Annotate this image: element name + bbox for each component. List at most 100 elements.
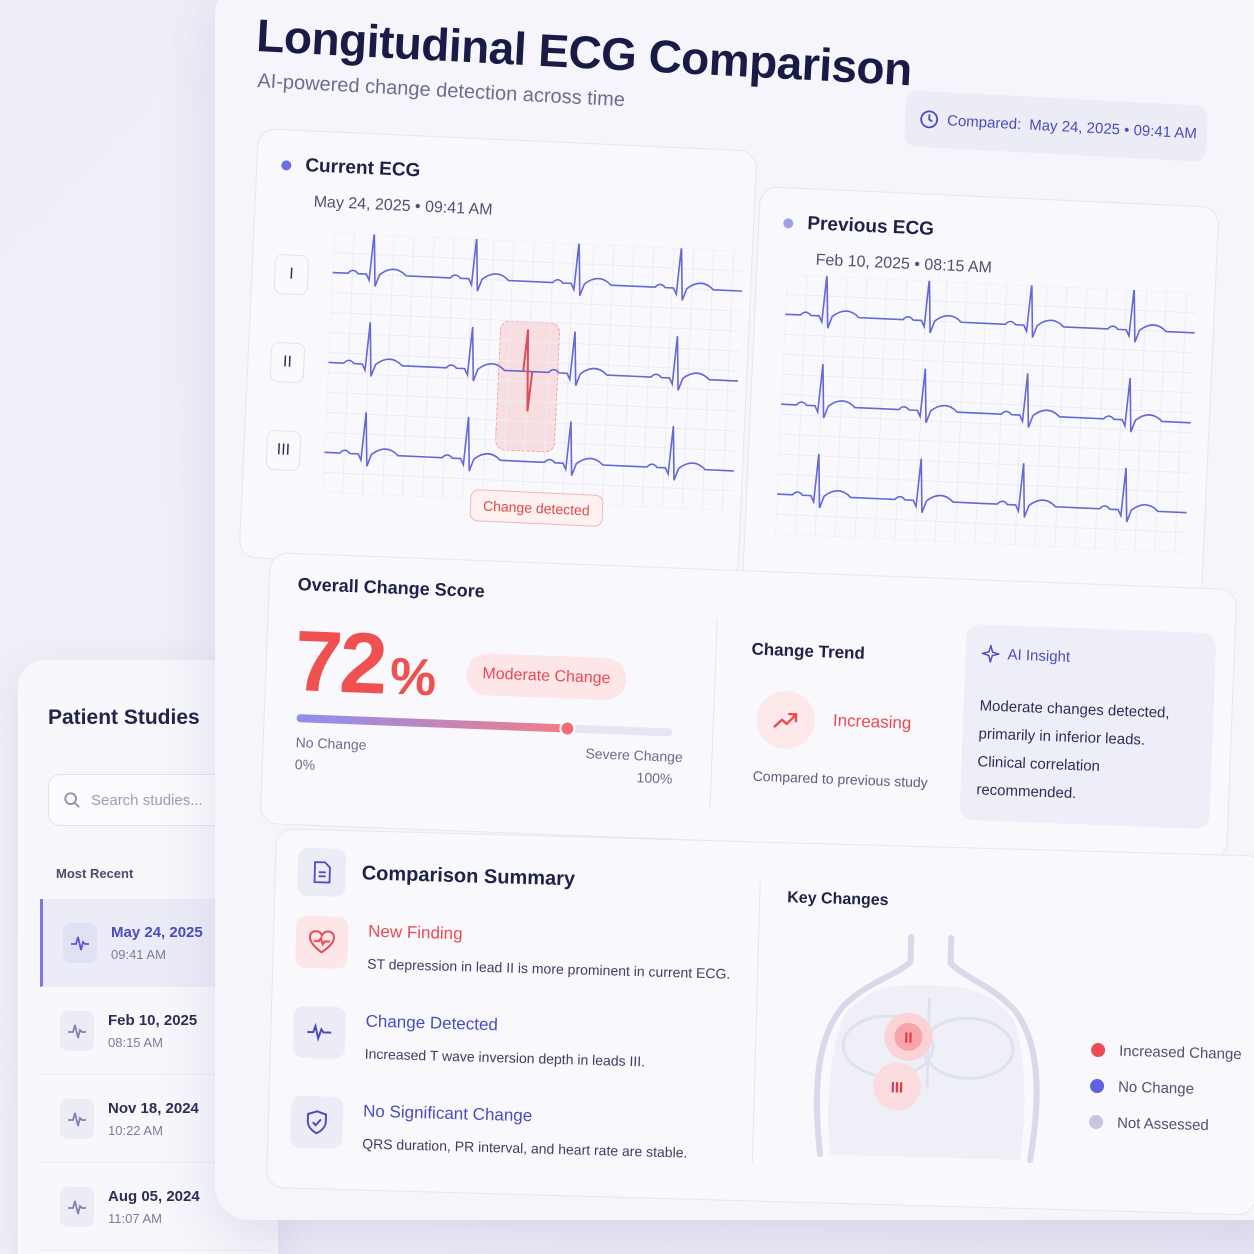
grid-line <box>786 293 1196 314</box>
study-item[interactable]: Aug 05, 2024 11:07 AM <box>40 1163 270 1251</box>
study-time: 09:41 AM <box>111 946 166 962</box>
marker-halo <box>873 1062 922 1111</box>
study-item[interactable]: Feb 10, 2025 08:15 AM <box>40 987 270 1075</box>
grid-line <box>778 453 1189 474</box>
trend-up-icon <box>755 689 817 751</box>
current-ecg-title: Current ECG <box>304 155 421 182</box>
waveform-icon <box>292 1005 347 1060</box>
pulse-icon <box>60 1098 94 1139</box>
comparison-summary-card: Comparison Summary New Finding ST depres… <box>265 828 1254 1216</box>
study-date: Aug 05, 2024 <box>108 1187 200 1205</box>
grid-line <box>329 331 740 352</box>
grid-line <box>330 311 741 332</box>
legend-dot-blue <box>1089 1078 1105 1094</box>
grid-line <box>781 393 1192 414</box>
marker-dot <box>894 1022 923 1051</box>
score-bar-knob <box>558 720 576 737</box>
ecg-trace <box>332 232 743 301</box>
grid-line <box>814 276 828 536</box>
marker-label-iii: III <box>890 1079 903 1096</box>
grid-line <box>441 237 455 498</box>
previous-ecg-date: Feb 10, 2025 • 08:15 AM <box>815 251 993 277</box>
previous-ecg-card: Previous ECG Feb 10, 2025 • 08:15 AM <box>741 186 1220 607</box>
sparkle-icon <box>981 644 1000 664</box>
grid-line <box>361 234 375 495</box>
trend-title: Change Trend <box>751 639 866 663</box>
grid-line <box>481 239 495 500</box>
grid-line <box>701 249 715 510</box>
ai-insight-box: AI Insight Moderate changes detected, pr… <box>959 623 1217 830</box>
grid-line <box>328 351 739 372</box>
legend-dot-red <box>1090 1042 1106 1058</box>
compared-value: May 24, 2025 • 09:41 AM <box>1028 116 1198 142</box>
legend-label: Not Assessed <box>1116 1114 1210 1134</box>
study-time: 08:15 AM <box>108 1034 163 1050</box>
document-icon <box>297 847 347 897</box>
current-ecg-waveform <box>322 232 744 511</box>
legend-item: No Change <box>1089 1068 1242 1108</box>
lead-label-i: I <box>273 253 310 296</box>
legend-label: Increased Change <box>1118 1042 1242 1063</box>
status-dot <box>783 218 794 229</box>
current-ecg-date: May 24, 2025 • 09:41 AM <box>313 193 493 219</box>
grid-line <box>777 473 1188 494</box>
torso-outline <box>813 933 1040 1164</box>
grid-line <box>333 252 744 272</box>
lead-label-iii: III <box>265 429 302 472</box>
shield-check-icon <box>290 1095 344 1149</box>
current-ecg-card: Current ECG May 24, 2025 • 09:41 AM I II… <box>238 128 758 581</box>
lead-label-ii: II <box>269 341 306 384</box>
score-bar <box>296 714 673 737</box>
compared-badge: Compared: May 24, 2025 • 09:41 AM <box>903 90 1209 162</box>
scale-min-value: 0% <box>294 756 316 773</box>
pulse-icon <box>60 1010 94 1051</box>
grid-line <box>381 235 395 496</box>
score-unit: % <box>388 647 435 708</box>
trend-note: Compared to previous study <box>752 767 929 791</box>
finding-title: Change Detected <box>365 1011 499 1035</box>
finding-desc: Increased T wave inversion depth in lead… <box>364 1045 646 1070</box>
study-item[interactable]: Nov 18, 2024 10:22 AM <box>40 1075 270 1163</box>
grid-line <box>322 232 335 493</box>
grid-line <box>331 292 742 312</box>
severity-badge: Moderate Change <box>465 652 628 701</box>
sidebar-title: Patient Studies <box>48 706 200 729</box>
clock-icon <box>920 110 939 129</box>
legend-item: Increased Change <box>1090 1032 1243 1072</box>
scale-max-label: Severe Change <box>585 745 684 765</box>
grid-line <box>782 373 1193 394</box>
study-time: 10:22 AM <box>108 1122 163 1138</box>
finding-title: No Significant Change <box>362 1101 533 1126</box>
grid-line <box>334 232 744 252</box>
previous-ecg-waveform <box>775 274 1197 553</box>
grid-line <box>784 333 1194 354</box>
previous-ecg-title: Previous ECG <box>806 213 935 240</box>
score-number: 72 <box>292 613 387 713</box>
insight-line: Clinical correlation recommended. <box>976 753 1101 803</box>
study-date: May 24, 2025 <box>111 923 203 941</box>
grid-line <box>776 513 1186 534</box>
change-score-card: Overall Change Score 72% Moderate Change… <box>259 552 1238 861</box>
marker-label-ii: II <box>904 1030 913 1047</box>
grid-line <box>325 431 735 452</box>
score-title: Overall Change Score <box>297 574 486 602</box>
grid-line <box>326 411 736 432</box>
study-date: Feb 10, 2025 <box>108 1011 198 1029</box>
pulse-icon <box>60 1186 94 1227</box>
compared-label: Compared: <box>946 111 1022 133</box>
grid-line <box>783 353 1193 374</box>
ecg-trace <box>781 363 1191 433</box>
finding-title: New Finding <box>367 921 463 944</box>
torso-diagram: II III <box>813 933 1040 1164</box>
grid-line <box>327 391 737 412</box>
ecg-trace <box>324 412 734 481</box>
grid-line <box>780 413 1191 434</box>
study-time: 11:07 AM <box>108 1210 162 1226</box>
grid-line <box>894 279 908 540</box>
grid-line <box>786 274 1197 294</box>
score-bar-fill <box>296 714 568 733</box>
pulse-icon <box>63 922 97 963</box>
legend-item: Not Assessed <box>1088 1104 1241 1144</box>
section-label-most-recent: Most Recent <box>56 866 134 881</box>
insight-text: Moderate changes detected, primarily in … <box>976 692 1198 812</box>
